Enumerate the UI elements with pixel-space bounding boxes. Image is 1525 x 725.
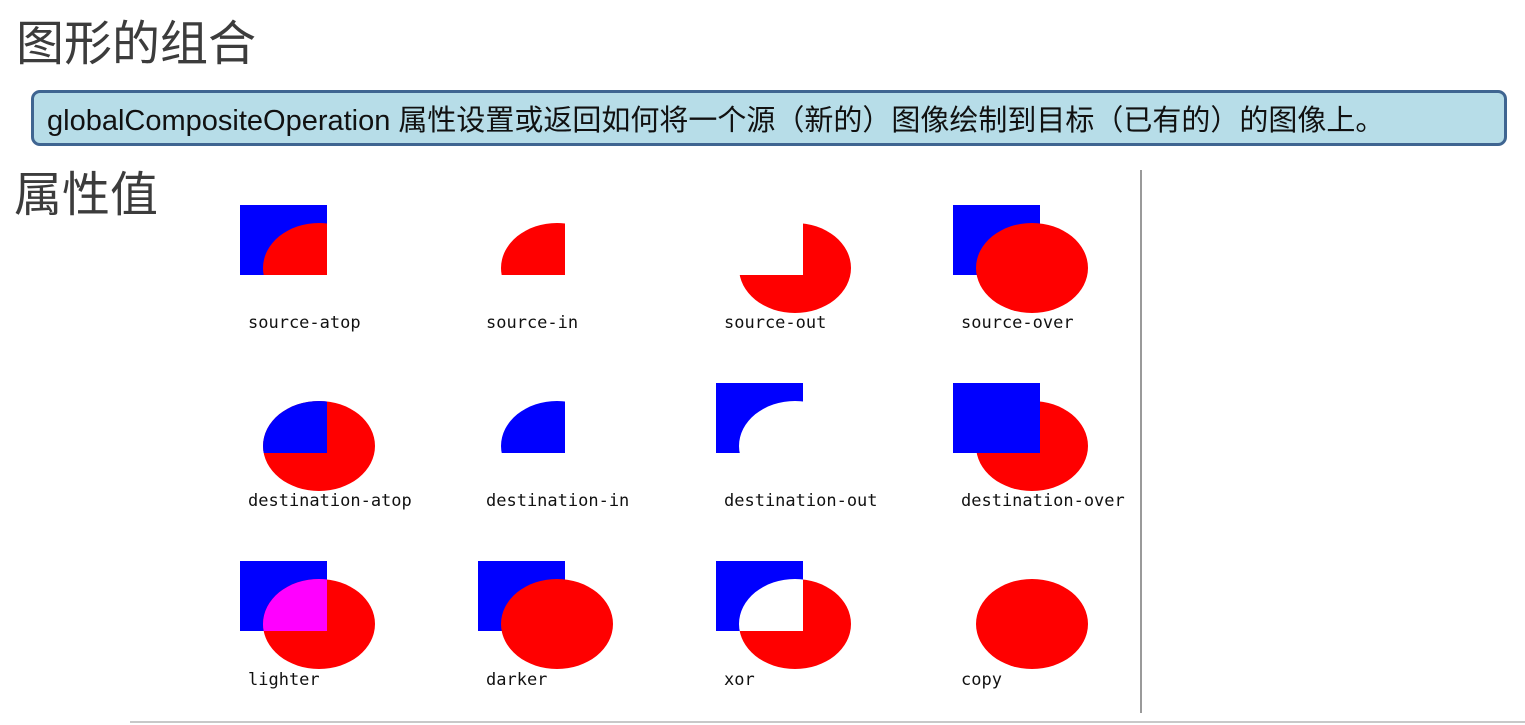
composite-illustration xyxy=(478,561,613,669)
example-xor: xor xyxy=(716,170,936,715)
horizontal-divider xyxy=(130,721,1525,723)
operation-label: source-atop xyxy=(248,313,361,333)
example-source-atop: source-atop xyxy=(240,170,460,715)
composite-illustration xyxy=(953,205,1088,313)
source-circle-overlap xyxy=(263,223,327,275)
composite-illustration xyxy=(953,383,1088,491)
operation-label: source-over xyxy=(961,313,1074,333)
operation-label: destination-over xyxy=(961,491,1125,511)
overlap-region xyxy=(263,579,327,631)
source-circle xyxy=(263,579,375,669)
destination-square xyxy=(240,561,327,631)
composite-illustration xyxy=(501,223,565,275)
destination-square xyxy=(953,205,1040,275)
operation-label: darker xyxy=(486,670,548,690)
destination-square-overlap xyxy=(263,401,327,453)
composite-illustration xyxy=(501,401,565,453)
example-lighter: lighter xyxy=(240,170,460,715)
example-destination-in: destination-in xyxy=(478,170,698,715)
source-circle xyxy=(976,401,1088,491)
example-destination-atop: destination-atop xyxy=(240,170,460,715)
source-circle xyxy=(976,579,1088,669)
composite-illustration xyxy=(716,561,851,669)
destination-square-remainder xyxy=(716,383,803,453)
source-circle xyxy=(263,401,375,491)
vertical-divider xyxy=(1140,170,1142,713)
source-circle-remainder xyxy=(739,579,851,669)
page-title: 图形的组合 xyxy=(16,16,257,72)
operation-label: lighter xyxy=(248,670,320,690)
composite-illustration xyxy=(716,383,803,453)
source-circle-overlap xyxy=(501,223,565,275)
example-source-out: source-out xyxy=(716,170,936,715)
description-text: globalCompositeOperation 属性设置或返回如何将一个源（新… xyxy=(47,105,1385,137)
source-circle xyxy=(976,223,1088,313)
composite-illustration xyxy=(240,205,327,275)
operation-label: destination-out xyxy=(724,491,878,511)
composite-illustration xyxy=(739,223,851,313)
source-circle-remainder xyxy=(739,223,851,313)
composite-illustration xyxy=(976,579,1088,669)
operation-label: source-in xyxy=(486,313,579,333)
source-circle xyxy=(501,579,613,669)
destination-square xyxy=(240,205,327,275)
operation-label: destination-in xyxy=(486,491,630,511)
example-source-in: source-in xyxy=(478,170,698,715)
example-destination-out: destination-out xyxy=(716,170,936,715)
operation-label: xor xyxy=(724,670,755,690)
composite-illustration xyxy=(263,401,375,491)
composite-examples-grid: source-atop source-in source-out source-ove… xyxy=(232,170,1140,715)
destination-square xyxy=(478,561,565,631)
destination-square-remainder xyxy=(716,561,803,631)
operation-label: copy xyxy=(961,670,1002,690)
operation-label: source-out xyxy=(724,313,827,333)
operation-label: destination-atop xyxy=(248,491,412,511)
section-title: 属性值 xyxy=(14,167,159,223)
destination-square xyxy=(953,383,1040,453)
example-darker: darker xyxy=(478,170,698,715)
composite-illustration xyxy=(240,561,375,669)
destination-square-overlap xyxy=(501,401,565,453)
description-callout: globalCompositeOperation 属性设置或返回如何将一个源（新… xyxy=(31,90,1507,146)
